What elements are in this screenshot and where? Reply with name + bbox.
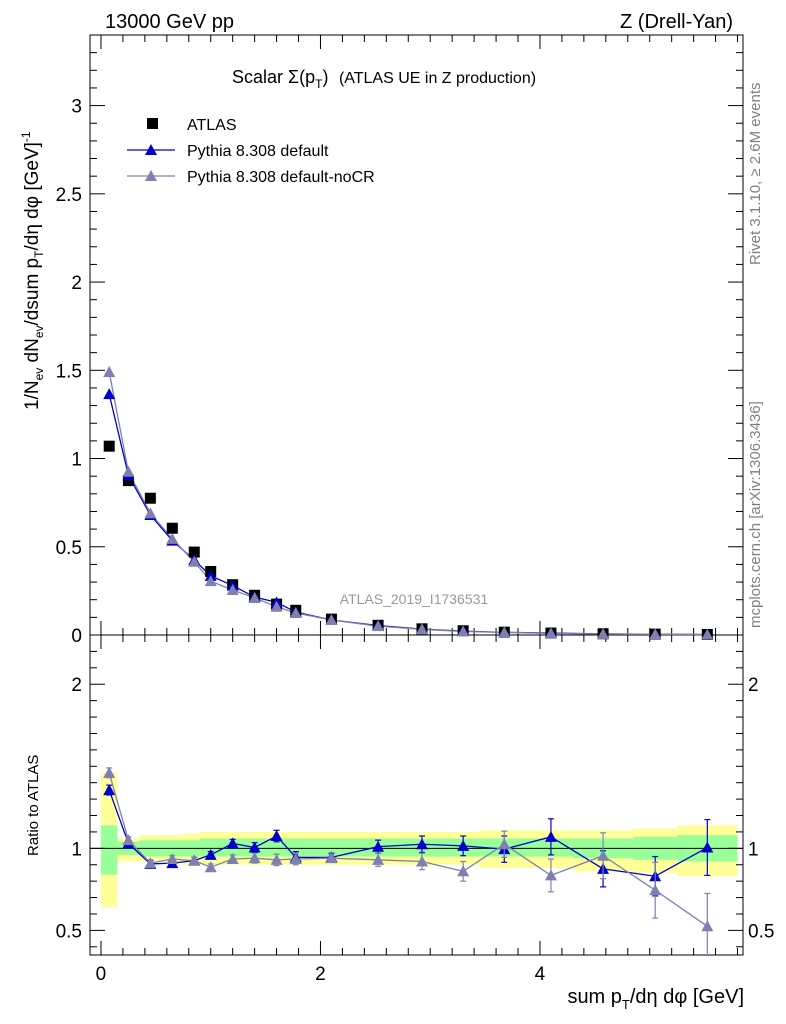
nocr-data-point bbox=[188, 555, 201, 567]
ratio-y-tick-label-right: 2 bbox=[748, 675, 759, 696]
stat-uncertainty-band bbox=[304, 838, 359, 857]
y-tick-label: 1.5 bbox=[56, 361, 82, 382]
nocr-data-point bbox=[498, 626, 511, 638]
ratio-panel-frame bbox=[89, 634, 744, 956]
ratio-y-tick-label-right: 0.5 bbox=[748, 921, 774, 942]
nocr-data-point bbox=[144, 507, 157, 519]
ratio-series bbox=[103, 766, 714, 955]
stat-uncertainty-band bbox=[100, 825, 118, 875]
nocr-ratio-point bbox=[188, 854, 201, 866]
atlas-data-point bbox=[144, 492, 156, 504]
default-ratio-point bbox=[701, 841, 714, 853]
nocr-ratio-point bbox=[270, 853, 283, 865]
main-series bbox=[103, 366, 714, 640]
nocr-data-point bbox=[544, 627, 557, 639]
x-tick-label: 0 bbox=[96, 964, 107, 985]
nocr-data-point bbox=[166, 532, 179, 544]
nocr-ratio-point bbox=[204, 861, 217, 873]
ratio-y-tick-label: 0.5 bbox=[56, 921, 82, 942]
ratio-y-tick-label: 1 bbox=[71, 839, 82, 860]
nocr-ratio-point bbox=[649, 884, 662, 896]
nocr-data-point bbox=[649, 628, 662, 640]
nocr-data-point bbox=[122, 465, 135, 477]
nocr-data-point bbox=[325, 614, 338, 625]
default-ratio-point bbox=[248, 841, 261, 853]
x-axis-label: sum pT/dη dφ [GeV] bbox=[567, 986, 744, 1012]
nocr-ratio-point bbox=[372, 853, 385, 865]
default-ratio-point bbox=[372, 840, 385, 852]
main-axis-ticks: 0 0.5 1 1.5 2 2.5 3 bbox=[56, 34, 743, 647]
default-ratio-point bbox=[415, 838, 428, 850]
nocr-ratio-point bbox=[248, 852, 261, 864]
nocr-data-point bbox=[204, 575, 217, 587]
ratio-y-tick-label: 2 bbox=[71, 675, 82, 696]
nocr-data-point bbox=[103, 366, 116, 378]
atlas-data-point bbox=[166, 522, 178, 534]
default-ratio-point bbox=[103, 784, 116, 796]
nocr-data-point bbox=[372, 620, 385, 632]
main-title: Scalar Σ(pT) (ATLAS UE in Z production) bbox=[232, 67, 536, 91]
nocr-ratio-point bbox=[597, 849, 610, 861]
nocr-ratio-point bbox=[122, 834, 135, 846]
y-tick-label: 1 bbox=[71, 450, 82, 471]
legend-marker-atlas bbox=[147, 118, 158, 129]
legend-label-default: Pythia 8.308 default bbox=[187, 143, 329, 160]
legend-label-atlas: ATLAS bbox=[187, 117, 237, 134]
x-tick-label: 2 bbox=[315, 964, 326, 985]
nocr-ratio-point bbox=[289, 853, 302, 864]
nocr-data-point bbox=[701, 628, 714, 640]
nocr-data-point bbox=[597, 627, 610, 639]
y-tick-label: 3 bbox=[71, 97, 82, 118]
default-ratio-point bbox=[270, 830, 283, 842]
nocr-data-point bbox=[457, 625, 470, 637]
nocr-data-point bbox=[226, 584, 239, 595]
y-tick-label: 0 bbox=[71, 626, 82, 647]
nocr-ratio-point bbox=[457, 865, 470, 877]
ratio-y-tick-label-right: 1 bbox=[748, 839, 759, 860]
legend-label-nocr: Pythia 8.308 default-noCR bbox=[187, 169, 375, 186]
main-y-axis-label: 1/Nev dNev/dsum pT/dη dφ [GeV]-1 bbox=[19, 131, 46, 410]
nocr-ratio-point bbox=[544, 869, 557, 881]
legend: ATLAS Pythia 8.308 default Pythia 8.308 … bbox=[127, 117, 375, 186]
nocr-data-point bbox=[248, 591, 261, 603]
atlas-data-point bbox=[122, 475, 134, 487]
analysis-watermark: ATLAS_2019_I1736531 bbox=[340, 591, 489, 607]
rivet-version-label: Rivet 3.1.10, ≥ 2.6M events bbox=[747, 83, 764, 266]
nocr-ratio-point bbox=[226, 853, 239, 864]
atlas-data-point bbox=[103, 440, 115, 452]
x-tick-label: 4 bbox=[535, 964, 546, 985]
y-tick-label: 2.5 bbox=[56, 185, 82, 206]
y-tick-label: 0.5 bbox=[56, 538, 82, 559]
default-ratio-point bbox=[544, 830, 557, 842]
nocr-ratio-point bbox=[415, 855, 428, 867]
default-ratio-point bbox=[457, 839, 470, 851]
nocr-ratio-point bbox=[498, 838, 511, 850]
ratio-uncertainty-bands bbox=[100, 772, 738, 908]
atlas-data-point bbox=[188, 546, 200, 558]
default-data-point bbox=[103, 388, 116, 400]
nocr-data-point bbox=[415, 623, 428, 635]
nocr-ratio-point bbox=[103, 766, 116, 778]
nocr-ratio-point bbox=[144, 857, 157, 869]
nocr-ratio-point bbox=[166, 853, 179, 864]
legend-marker-default bbox=[145, 144, 157, 155]
default-ratio-point bbox=[226, 837, 239, 849]
nocr-data-point bbox=[289, 606, 302, 618]
nocr-ratio-point bbox=[325, 852, 338, 864]
y-tick-label: 2 bbox=[71, 273, 82, 294]
nocr-ratio-point bbox=[701, 920, 714, 932]
header-energy: 13000 GeV pp bbox=[105, 11, 234, 33]
header-process: Z (Drell-Yan) bbox=[620, 11, 733, 33]
nocr-data-point bbox=[270, 600, 283, 612]
default-ratio-point bbox=[204, 848, 217, 860]
ratio-y-axis-label: Ratio to ATLAS bbox=[25, 755, 42, 856]
legend-marker-nocr bbox=[145, 170, 157, 181]
ratio-axis-ticks: 0.5 0.5 1 1 2 2 0 2 4 bbox=[56, 634, 774, 985]
mcplots-label: mcplots.cern.ch [arXiv:1306.3436] bbox=[747, 401, 764, 628]
